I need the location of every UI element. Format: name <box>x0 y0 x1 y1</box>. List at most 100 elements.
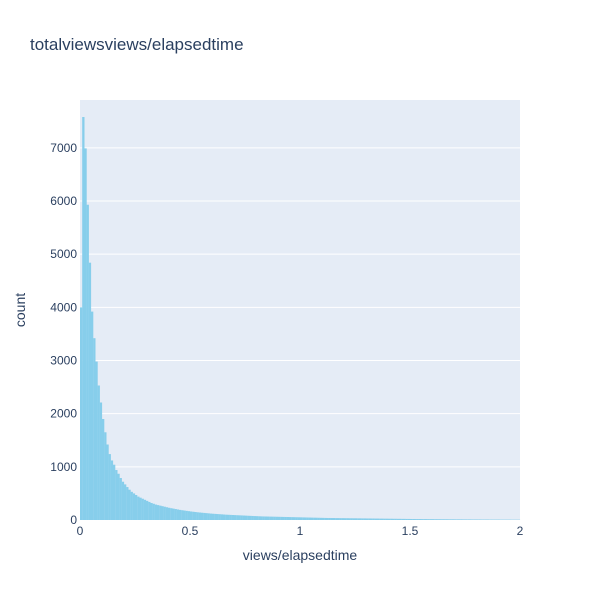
histogram-bar <box>302 517 305 520</box>
histogram-bar <box>108 454 111 520</box>
histogram-bar <box>278 516 281 520</box>
histogram-bar <box>165 507 169 520</box>
histogram-bar <box>262 516 265 520</box>
histogram-bar <box>352 518 356 520</box>
histogram-bar <box>344 518 347 520</box>
histogram-bar <box>311 517 314 520</box>
histogram-bar <box>368 518 371 520</box>
histogram-bar <box>324 517 327 520</box>
histogram-bar <box>269 516 272 520</box>
x-axis-title: views/elapsedtime <box>243 547 358 563</box>
histogram-bar <box>179 509 182 520</box>
histogram-bar <box>476 519 479 520</box>
histogram-bar <box>447 519 450 520</box>
histogram-bar <box>471 519 474 520</box>
y-tick-label: 6000 <box>50 194 77 208</box>
histogram-bar <box>454 519 457 520</box>
histogram-bar <box>172 508 175 520</box>
histogram-bar <box>176 509 180 520</box>
histogram-bar <box>361 518 364 520</box>
histogram-bar <box>115 470 118 520</box>
histogram-bar <box>174 509 177 520</box>
histogram-bar <box>212 513 215 520</box>
histogram-bar <box>242 515 246 520</box>
y-tick-label: 7000 <box>50 141 77 155</box>
histogram-bar <box>478 519 481 520</box>
histogram-bar <box>445 519 448 520</box>
histogram-bar <box>286 517 290 520</box>
histogram-bar <box>163 506 166 520</box>
histogram-bar <box>143 499 147 520</box>
histogram-bar <box>128 489 131 520</box>
histogram-bar <box>374 518 378 520</box>
histogram-bar <box>168 507 171 520</box>
histogram-bar <box>289 517 292 520</box>
histogram-bar <box>93 338 96 520</box>
histogram-bar <box>436 519 439 520</box>
histogram-bar <box>328 517 331 520</box>
histogram-bar <box>315 517 318 520</box>
histogram-bar <box>260 516 263 520</box>
histogram-bar <box>432 519 435 520</box>
histogram-bar <box>267 516 270 520</box>
histogram-bar <box>403 518 406 520</box>
histogram-bar <box>95 361 98 520</box>
histogram-bar <box>154 504 158 520</box>
histogram-bar <box>170 508 173 520</box>
histogram-bar <box>438 519 441 520</box>
histogram-bar <box>339 518 342 520</box>
histogram-bar <box>159 505 162 520</box>
histogram-bar <box>350 518 353 520</box>
histogram-bar <box>207 513 210 520</box>
chart-title: totalviewsviews/elapsedtime <box>30 35 244 54</box>
histogram-bar <box>161 506 164 520</box>
histogram-bar <box>346 518 349 520</box>
x-tick-label: 0 <box>77 524 84 538</box>
histogram-bar <box>469 519 472 520</box>
histogram-bar <box>300 517 303 520</box>
histogram-bar <box>414 519 417 520</box>
histogram-bar <box>209 513 213 520</box>
histogram-bar <box>132 493 136 520</box>
histogram-bar <box>139 497 142 520</box>
histogram-bar <box>330 518 334 520</box>
y-tick-label: 3000 <box>50 354 77 368</box>
histogram-bar <box>416 519 419 520</box>
histogram-bar <box>341 518 345 520</box>
histogram-bar <box>306 517 309 520</box>
bars <box>80 117 521 521</box>
histogram-bar <box>333 518 336 520</box>
histogram-bar <box>284 516 287 520</box>
histogram-bar <box>421 519 424 520</box>
histogram-bar <box>383 518 386 520</box>
histogram-bar <box>218 514 221 520</box>
y-tick-label: 5000 <box>50 247 77 261</box>
histogram-bar <box>223 514 226 520</box>
histogram-bar <box>91 311 94 520</box>
histogram-bar <box>220 514 224 520</box>
histogram-bar <box>359 518 362 520</box>
y-tick-label: 2000 <box>50 407 77 421</box>
y-tick-label: 1000 <box>50 460 77 474</box>
histogram-bar <box>203 512 206 520</box>
histogram-bar <box>313 517 316 520</box>
histogram-bar <box>124 484 127 520</box>
histogram-bar <box>192 511 195 520</box>
histogram-bar <box>229 514 232 520</box>
histogram-bar <box>82 117 85 520</box>
histogram-bar <box>249 515 252 520</box>
histogram-bar <box>462 519 466 520</box>
histogram-bar <box>425 519 428 520</box>
histogram-bar <box>295 517 298 520</box>
histogram-bar <box>458 519 461 520</box>
histogram-bar <box>97 385 100 520</box>
histogram-bar <box>377 518 380 520</box>
histogram-bar <box>291 517 294 520</box>
histogram-bar <box>152 503 155 520</box>
histogram-bar <box>99 402 103 520</box>
histogram-bar <box>240 515 243 520</box>
histogram-bar <box>245 515 248 520</box>
histogram-bar <box>194 512 197 520</box>
histogram-bar <box>392 518 395 520</box>
